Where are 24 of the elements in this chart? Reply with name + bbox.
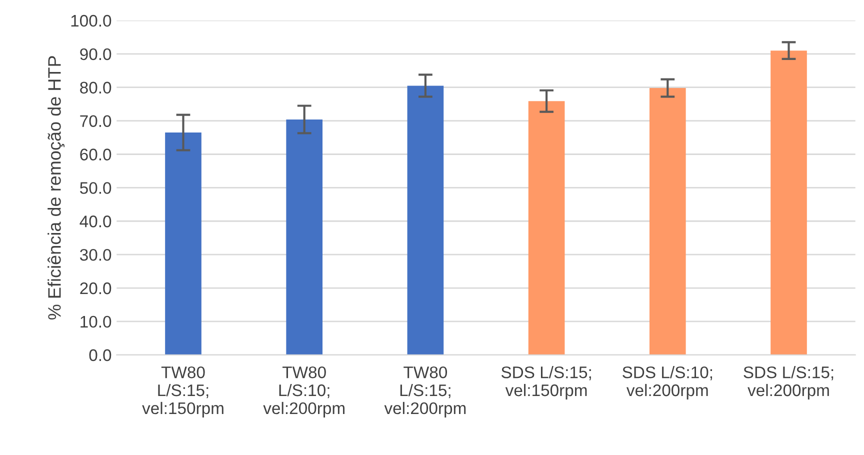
y-tick-label: 50.0 (80, 182, 112, 194)
x-tick-label: TW80 L/S:15; vel:150rpm (142, 366, 224, 418)
y-tick-label: 20.0 (80, 282, 112, 294)
y-tick-label: 10.0 (80, 316, 112, 328)
bar (286, 119, 323, 355)
y-tick-label: 100.0 (71, 14, 112, 27)
x-tick-label: SDS L/S:15; vel:150rpm (501, 366, 591, 400)
x-tick-label: SDS L/S:15; vel:200rpm (744, 366, 834, 400)
x-tick-label: SDS L/S:10; vel:200rpm (622, 366, 712, 400)
y-axis-title: % Eficiência de remoção de HTP (48, 56, 65, 320)
y-tick-label: 0.0 (89, 349, 112, 362)
y-tick-label: 40.0 (80, 216, 112, 228)
bar (528, 101, 565, 355)
x-tick-label: TW80 L/S:15; vel:200rpm (384, 366, 466, 418)
x-tick-label: TW80 L/S:10; vel:200rpm (263, 366, 344, 418)
bar (649, 88, 686, 355)
bar (770, 50, 807, 355)
y-tick-label: 30.0 (80, 248, 112, 261)
y-tick-label: 80.0 (80, 82, 112, 94)
y-tick-label: 60.0 (80, 148, 112, 160)
y-tick-label: 70.0 (80, 115, 112, 128)
y-tick-label: 90.0 (80, 48, 112, 60)
bar (407, 86, 444, 355)
bar (165, 132, 202, 355)
